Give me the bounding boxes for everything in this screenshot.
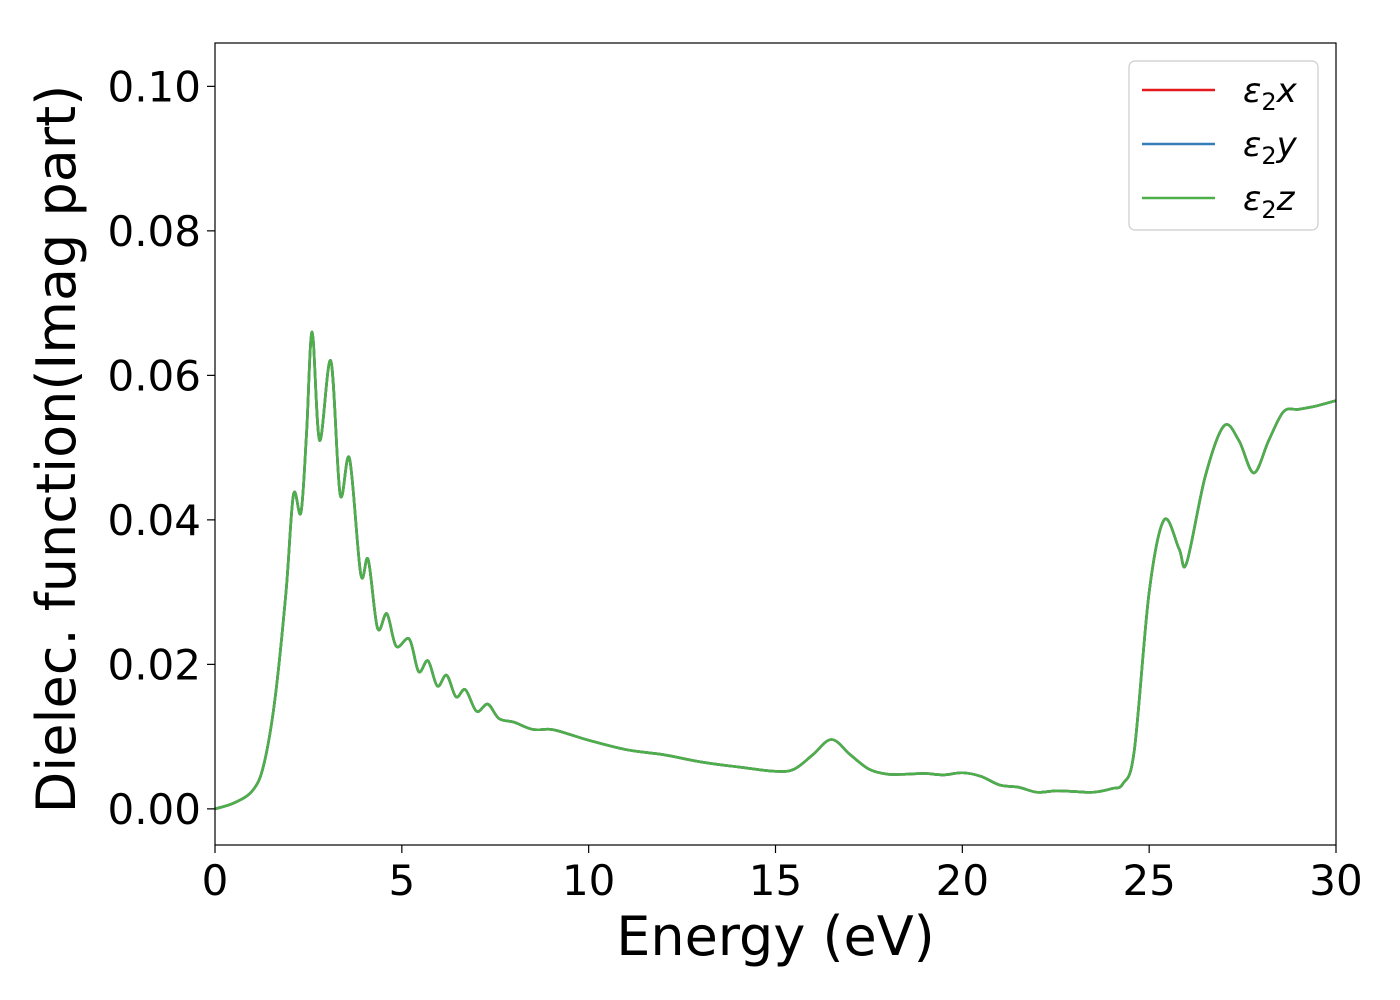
x-tick-label: 0 bbox=[202, 856, 229, 905]
x-axis-label: Energy (eV) bbox=[616, 905, 935, 968]
x-tick-label: 20 bbox=[936, 856, 989, 905]
y-tick-label: 0.04 bbox=[107, 496, 201, 545]
legend-label: ε2y bbox=[1243, 125, 1298, 170]
series-line-3 bbox=[214, 330, 1337, 811]
y-tick-label: 0.00 bbox=[107, 785, 201, 834]
y-tick-label: 0.08 bbox=[107, 207, 201, 256]
legend-label: ε2x bbox=[1243, 71, 1298, 116]
y-tick-label: 0.10 bbox=[107, 62, 201, 111]
x-tick-label: 15 bbox=[749, 856, 802, 905]
y-axis: 0.00 0.02 0.04 0.06 0.08 0.10 bbox=[107, 62, 215, 834]
x-tick-label: 5 bbox=[388, 856, 415, 905]
x-tick-label: 10 bbox=[562, 856, 615, 905]
y-tick-label: 0.06 bbox=[107, 351, 201, 400]
x-axis: 0 5 10 15 20 25 30 bbox=[202, 845, 1363, 905]
series-layer bbox=[214, 330, 1337, 811]
x-tick-label: 30 bbox=[1309, 856, 1362, 905]
legend-box bbox=[1128, 60, 1319, 231]
legend: ε2x ε2y ε2z bbox=[1128, 60, 1319, 231]
x-tick-label: 25 bbox=[1122, 856, 1175, 905]
y-axis-label: Dielec. function(Imag part) bbox=[25, 85, 88, 814]
y-tick-label: 0.02 bbox=[107, 640, 201, 689]
legend-label: ε2z bbox=[1243, 179, 1296, 224]
